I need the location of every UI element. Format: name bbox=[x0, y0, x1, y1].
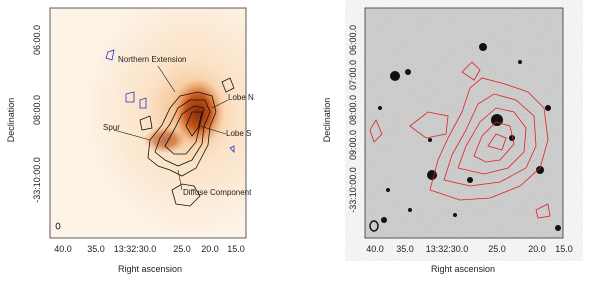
y-tick-label: 06:00.0 bbox=[348, 25, 358, 55]
x-tick-label: 13:32:30.0 bbox=[114, 244, 157, 254]
x-axis-label: Right ascension bbox=[118, 264, 182, 274]
x-tick-label: 13:32:30.0 bbox=[426, 244, 469, 254]
x-tick-label: 40.0 bbox=[54, 244, 72, 254]
y-tick-label: 07:00.0 bbox=[348, 60, 358, 90]
optical-panel: Declination Right ascension 06:00.0 07:0… bbox=[322, 7, 573, 274]
contours bbox=[105, 49, 235, 207]
x-tick-label: 35.0 bbox=[396, 244, 414, 254]
y-axis-label: Declination bbox=[322, 98, 332, 143]
y-tick-label: 06:00.0 bbox=[32, 25, 42, 55]
contours bbox=[369, 61, 551, 219]
x-tick-label: 40.0 bbox=[366, 244, 384, 254]
x-tick-label: 20.0 bbox=[528, 244, 546, 254]
optical-noise bbox=[365, 8, 563, 238]
x-tick-label: 15.0 bbox=[555, 244, 573, 254]
x-tick-label: 20.0 bbox=[201, 244, 219, 254]
y-tick-label: -33:10:00.0 bbox=[348, 167, 358, 213]
annotation: Lobe N bbox=[228, 93, 254, 102]
annotation: Lobe S bbox=[226, 129, 251, 138]
y-axis-label: Declination bbox=[6, 98, 16, 143]
y-tick-label: 09:00.0 bbox=[348, 130, 358, 160]
x-tick-label: 35.0 bbox=[87, 244, 105, 254]
annotation: Diffuse Component bbox=[183, 188, 252, 197]
y-tick-label: -33:10:00.0 bbox=[32, 157, 42, 203]
radio-spur bbox=[143, 126, 187, 154]
annotation: Northern Extension bbox=[118, 55, 186, 64]
x-axis-label: Right ascension bbox=[431, 264, 495, 274]
x-tick-label: 25.0 bbox=[488, 244, 506, 254]
x-tick-label: 25.0 bbox=[173, 244, 191, 254]
stars bbox=[378, 43, 561, 231]
y-tick-label: 08:00.0 bbox=[348, 95, 358, 125]
y-tick-label: 08:00.0 bbox=[32, 95, 42, 125]
x-tick-label: 15.0 bbox=[227, 244, 245, 254]
radio-panel: Northern Extension Lobe N Spur Lobe S Di… bbox=[6, 7, 254, 274]
annotation: Spur bbox=[103, 123, 120, 132]
